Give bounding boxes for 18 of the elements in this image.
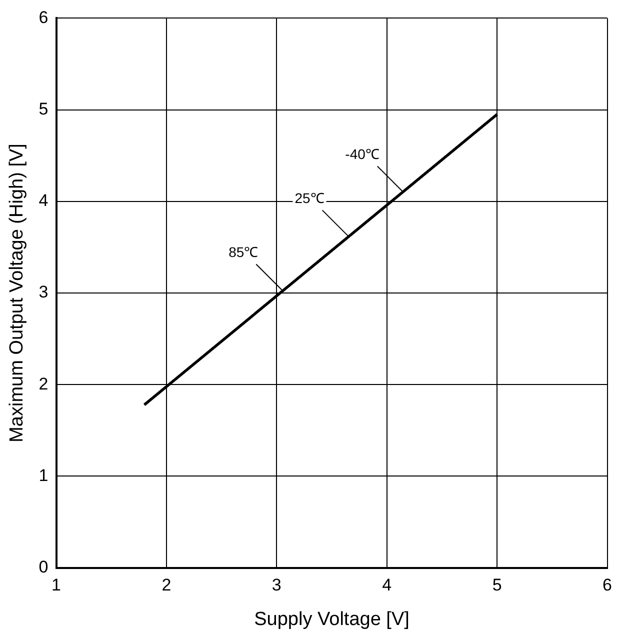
x-tick-label: 3	[272, 576, 282, 595]
y-tick-label: 4	[38, 191, 48, 210]
x-tick-label: 4	[382, 576, 392, 595]
x-axis-title: Supply Voltage [V]	[254, 608, 410, 630]
annotation: 25℃	[294, 190, 324, 206]
y-tick-label: 5	[38, 99, 48, 118]
annotation: 85℃	[228, 244, 258, 260]
x-tick-label: 5	[492, 576, 502, 595]
annotation: -40℃	[345, 146, 380, 162]
y-tick-label: 1	[38, 466, 48, 485]
y-tick-label: 0	[38, 557, 48, 576]
y-tick-label: 2	[38, 374, 48, 394]
y-tick-label: 3	[38, 282, 48, 302]
x-tick-label: 2	[162, 576, 172, 595]
y-axis-title: Maximum Output Voltage (High) [V]	[6, 144, 28, 442]
x-tick-label: 6	[602, 576, 612, 595]
y-tick-label: 6	[38, 8, 48, 27]
x-tick-label: 1	[52, 576, 61, 595]
